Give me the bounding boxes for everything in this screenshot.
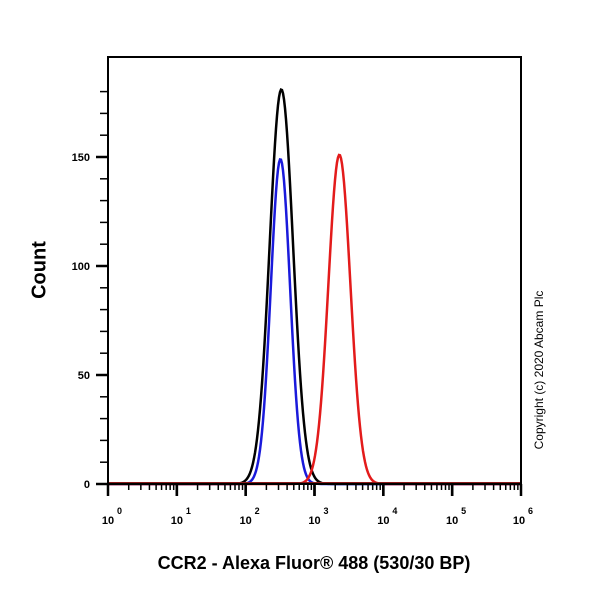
- plot-frame: [107, 56, 522, 485]
- x-tick-label: 10: [308, 515, 320, 527]
- x-tick-exponent: 5: [461, 506, 466, 516]
- x-tick-label: 10: [446, 515, 458, 527]
- histogram-curves: [108, 87, 521, 486]
- x-tick-label: 10: [102, 515, 114, 527]
- x-tick-label: 10: [377, 515, 389, 527]
- x-tick-exponent: 2: [255, 506, 260, 516]
- y-tick-label: 50: [78, 370, 90, 382]
- y-axis-label: Count: [28, 241, 51, 299]
- x-axis-label: CCR2 - Alexa Fluor® 488 (530/30 BP): [157, 553, 471, 573]
- x-tick-exponent: 0: [117, 506, 122, 516]
- x-tick-exponent: 6: [528, 506, 533, 516]
- y-axis-ticks: 0 50 100 150: [72, 90, 109, 496]
- y-tick-label: 150: [72, 152, 90, 164]
- series-black-curve: [108, 87, 521, 486]
- y-tick-label: 0: [84, 479, 90, 491]
- series-blue-curve: [108, 158, 521, 486]
- x-tick-exponent: 1: [186, 506, 191, 516]
- copyright-notice: Copyright (c) 2020 Abcam Plc: [532, 290, 546, 450]
- x-tick-label: 10: [513, 515, 525, 527]
- x-tick-label: 10: [171, 515, 183, 527]
- series-red-curve: [108, 153, 521, 486]
- y-tick-label: 100: [72, 261, 90, 273]
- x-tick-exponent: 4: [392, 506, 397, 516]
- x-tick-label: 10: [240, 515, 252, 527]
- x-tick-exponent: 3: [324, 506, 329, 516]
